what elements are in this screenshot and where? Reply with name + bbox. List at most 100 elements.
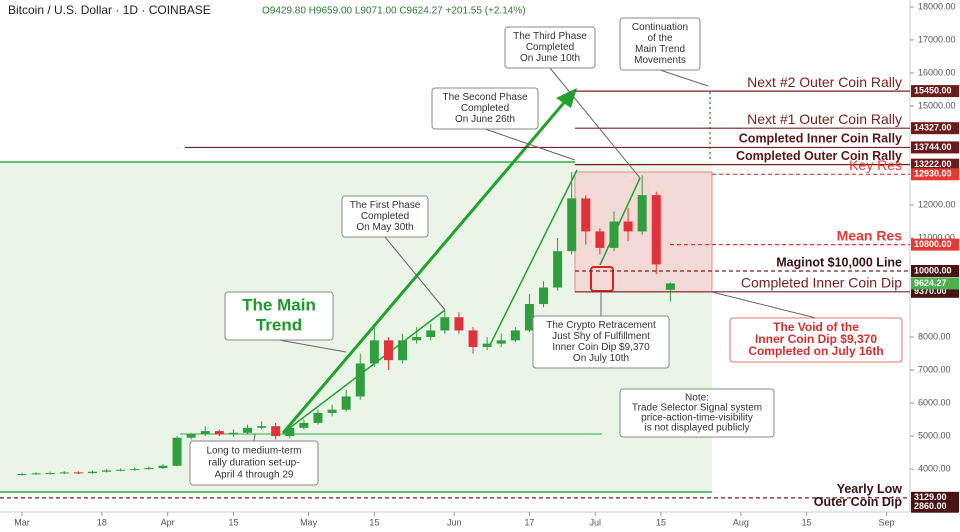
- last-price-label: 9624.27: [914, 278, 947, 288]
- callout-text: Trend: [256, 315, 302, 334]
- candle-body: [327, 409, 337, 413]
- callout-box: [341, 195, 429, 238]
- callout-text: On June 26th: [455, 114, 515, 125]
- callout-text: The Second Phase: [442, 92, 527, 103]
- candle-body: [341, 396, 351, 410]
- x-tick-label: Aug: [733, 517, 749, 527]
- price-tag-label: 10800.00: [914, 239, 952, 249]
- level-label: Completed Outer Coin Rally: [736, 149, 902, 163]
- price-tag-label: 3129.00: [914, 492, 947, 502]
- phase-line: [599, 177, 641, 266]
- callout-pointer: [253, 433, 256, 442]
- candle-body: [355, 363, 365, 397]
- level-label: Outer Coin Dip: [814, 495, 903, 509]
- candle-body: [623, 221, 633, 232]
- price-tag-label: 13744.00: [914, 142, 952, 152]
- candle-body: [609, 221, 619, 248]
- level-label: Yearly Low: [837, 482, 903, 496]
- callout-pointer: [278, 339, 347, 353]
- callout-text: The Third Phase: [513, 31, 587, 42]
- callout-box: [619, 17, 701, 71]
- candle-body: [665, 283, 675, 290]
- candle-body: [510, 330, 520, 341]
- x-tick-label: 17: [524, 517, 534, 527]
- candle-body: [87, 471, 97, 474]
- x-tick-label: 15: [228, 517, 238, 527]
- candle-body: [369, 340, 379, 364]
- candle-body: [426, 330, 436, 338]
- y-tick-label: 4000.00: [918, 463, 951, 473]
- candle-body: [102, 470, 112, 472]
- x-tick-label: Sep: [878, 517, 894, 527]
- level-label: Mean Res: [837, 227, 903, 243]
- x-tick-label: 15: [656, 517, 666, 527]
- y-tick-label: 17000.00: [918, 34, 956, 44]
- callout-text: Trade Selector Signal system: [632, 403, 762, 414]
- candle-body: [440, 317, 450, 331]
- candle-body: [468, 330, 478, 347]
- level-label: Completed Inner Coin Rally: [739, 132, 902, 146]
- callout-text: Inner Coin Dip $9,370: [552, 342, 650, 353]
- candle-body: [73, 472, 83, 474]
- price-tag: [911, 265, 959, 278]
- price-tag: [911, 141, 959, 154]
- y-tick-label: 15000.00: [918, 100, 956, 110]
- price-tag: [911, 158, 959, 171]
- callout-text: Completed: [361, 211, 409, 222]
- callout-pointer: [659, 69, 709, 87]
- callout-box: [729, 317, 903, 363]
- callout-text: On May 30th: [356, 222, 413, 233]
- callout-pointer: [711, 291, 817, 319]
- main-trend-arrow: [281, 97, 570, 434]
- price-tag: [911, 168, 959, 181]
- callout-text: On June 10th: [520, 53, 580, 64]
- callout-text: April 4 through 29: [215, 470, 294, 481]
- candle-body: [144, 468, 154, 470]
- price-tag: [911, 238, 959, 251]
- y-tick-label: 11000.00: [918, 232, 955, 242]
- price-tag-label: 12930.00: [914, 169, 952, 179]
- candle-body: [172, 437, 182, 466]
- callout-pointer: [484, 128, 576, 161]
- price-tag-label: 13222.00: [914, 159, 952, 169]
- callout-text: The First Phase: [350, 200, 421, 211]
- arrow-head: [556, 88, 577, 108]
- callout-pointer: [384, 236, 446, 311]
- ohlc: O9429.80 H9659.00 L9071.00 C9624.27 +201…: [262, 6, 526, 17]
- candle-body: [581, 198, 591, 232]
- x-tick-label: Jun: [447, 517, 462, 527]
- candle-body: [595, 231, 605, 248]
- level-label: Key Res: [849, 157, 902, 173]
- candle-body: [17, 474, 27, 476]
- candle-body: [158, 465, 168, 469]
- candle-body: [637, 195, 647, 232]
- x-tick-label: Jul: [589, 517, 601, 527]
- callout-box: [431, 87, 539, 130]
- x-tick-label: 18: [97, 517, 107, 527]
- callout-text: Inner Coin Dip $9,370: [755, 332, 877, 346]
- candle-body: [524, 304, 534, 331]
- candle-body: [313, 412, 323, 423]
- x-tick-label: Apr: [161, 517, 175, 527]
- price-tag-label: 2860.00: [914, 501, 947, 511]
- candle-body: [398, 340, 408, 361]
- price-tag: [911, 500, 959, 513]
- callout-text: Movements: [634, 55, 686, 66]
- x-tick-label: 15: [369, 517, 379, 527]
- candle-body: [383, 340, 393, 361]
- candle-body: [200, 431, 210, 435]
- level-label: Next #2 Outer Coin Rally: [747, 74, 902, 90]
- callout-text: Just Shy of Fulfillment: [552, 331, 650, 342]
- price-tag: [911, 122, 959, 135]
- callout-box: [224, 291, 334, 341]
- callout-text: price-action-time-visibility: [641, 413, 753, 424]
- candle-body: [454, 317, 464, 331]
- candle-body: [553, 251, 563, 288]
- callout-text: The Main: [242, 295, 316, 314]
- callout-text: Completed: [526, 42, 574, 53]
- callout-text: Completed on July 16th: [748, 344, 883, 358]
- candle-body: [271, 426, 281, 437]
- callout-box: [532, 315, 670, 369]
- candle-body: [567, 198, 577, 252]
